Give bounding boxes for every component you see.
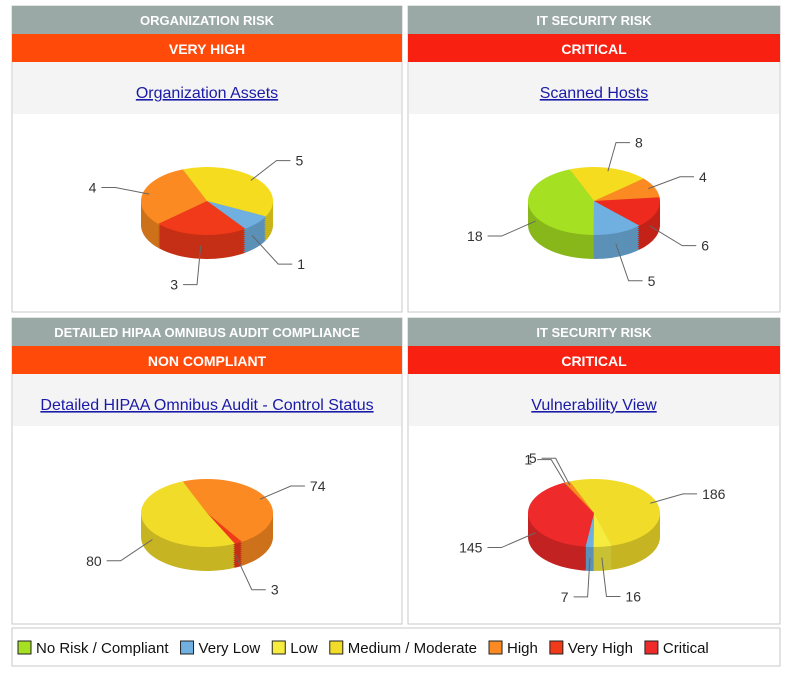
legend-swatch: [271, 640, 286, 655]
status-text: NON COMPLIANT: [148, 353, 267, 369]
pie-slice: [528, 169, 594, 235]
panel-header: [408, 318, 780, 346]
slice-label: 1: [297, 256, 305, 272]
pie-slice: [182, 167, 273, 217]
pie-slice: [141, 169, 207, 224]
pie-slice: [593, 201, 640, 235]
pie-slice: [158, 201, 246, 236]
leader-line: [101, 186, 150, 195]
leader-line: [259, 485, 305, 500]
status-text: CRITICAL: [561, 41, 627, 57]
pie-slice: [528, 482, 594, 547]
pie-slice: [594, 197, 660, 226]
pie-slice: [569, 478, 661, 546]
pie-slice: [182, 479, 273, 542]
pie-slice: [594, 178, 660, 201]
leader-line: [251, 235, 293, 265]
status-bar: [408, 34, 780, 62]
leader-line: [615, 243, 643, 282]
legend-label: Low: [290, 640, 318, 657]
slice-label: 18: [467, 228, 483, 244]
slice-label: 6: [701, 238, 709, 254]
chart-link[interactable]: Organization Assets: [136, 85, 278, 102]
legend-swatch: [17, 640, 32, 655]
leader-line: [234, 554, 266, 591]
status-bar: [408, 346, 780, 374]
leader-line: [183, 245, 202, 286]
legend-swatch: [180, 640, 195, 655]
link-area: [409, 62, 779, 114]
leader-line: [649, 225, 697, 247]
pie-slice: [207, 513, 242, 544]
legend-label: Critical: [663, 640, 709, 657]
slice-label: 8: [635, 135, 643, 151]
pie-slice: [569, 167, 644, 201]
slice-label: 5: [648, 273, 656, 289]
slice-label: 5: [529, 450, 537, 466]
chart-link[interactable]: Scanned Hosts: [540, 85, 649, 102]
panel-header-text: IT SECURITY RISK: [536, 325, 652, 340]
leader-line: [487, 532, 536, 549]
panel-header-text: DETAILED HIPAA OMNIBUS AUDIT COMPLIANCE: [54, 325, 360, 340]
leader-line: [106, 539, 153, 562]
slice-label: 74: [310, 478, 326, 494]
legend-swatch: [644, 640, 659, 655]
leader-line: [541, 457, 571, 486]
pie-slice: [563, 482, 594, 513]
pie-slice: [593, 513, 612, 547]
leader-line: [537, 459, 568, 487]
slice-label: 145: [459, 540, 483, 556]
slice-label: 3: [170, 277, 178, 293]
link-area: [13, 62, 401, 114]
legend-swatch: [329, 640, 344, 655]
legend-swatch: [488, 640, 503, 655]
leader-line: [250, 160, 291, 181]
legend-swatch: [549, 640, 564, 655]
legend-label: Very Low: [199, 640, 261, 657]
chart-link[interactable]: Vulnerability View: [531, 397, 657, 414]
pie-slice: [564, 481, 594, 513]
status-text: VERY HIGH: [169, 41, 245, 57]
legend-label: Very High: [568, 640, 633, 657]
leader-line: [650, 493, 698, 504]
slice-label: 16: [625, 588, 641, 604]
legend-label: No Risk / Compliant: [36, 640, 169, 657]
pie-slice: [585, 513, 594, 547]
status-bar: [12, 34, 402, 62]
legend-label: High: [507, 640, 538, 657]
link-area: [13, 374, 401, 426]
leader-line: [648, 176, 695, 190]
slice-label: 186: [702, 486, 726, 502]
panel-header-text: ORGANIZATION RISK: [140, 13, 275, 28]
leader-line: [487, 220, 536, 237]
pie-slice: [207, 201, 266, 229]
slice-label: 4: [699, 169, 707, 185]
leader-line: [573, 557, 591, 598]
link-area: [409, 374, 779, 426]
chart-link[interactable]: Detailed HIPAA Omnibus Audit - Control S…: [40, 397, 373, 414]
legend-label: Medium / Moderate: [348, 640, 477, 657]
panel-header: [408, 6, 780, 34]
slice-label: 4: [89, 179, 97, 195]
panel-header: [12, 6, 402, 34]
slice-label: 7: [561, 589, 569, 605]
leader-line: [607, 142, 630, 172]
panel-header-text: IT SECURITY RISK: [536, 13, 652, 28]
slice-label: 3: [271, 582, 279, 598]
panel-header: [12, 318, 402, 346]
leader-line: [601, 557, 621, 597]
slice-label: 80: [86, 553, 102, 569]
slice-label: 5: [295, 153, 303, 169]
slice-label: 1: [524, 452, 532, 468]
pie-slice: [141, 481, 235, 547]
status-text: CRITICAL: [561, 353, 627, 369]
status-bar: [12, 346, 402, 374]
